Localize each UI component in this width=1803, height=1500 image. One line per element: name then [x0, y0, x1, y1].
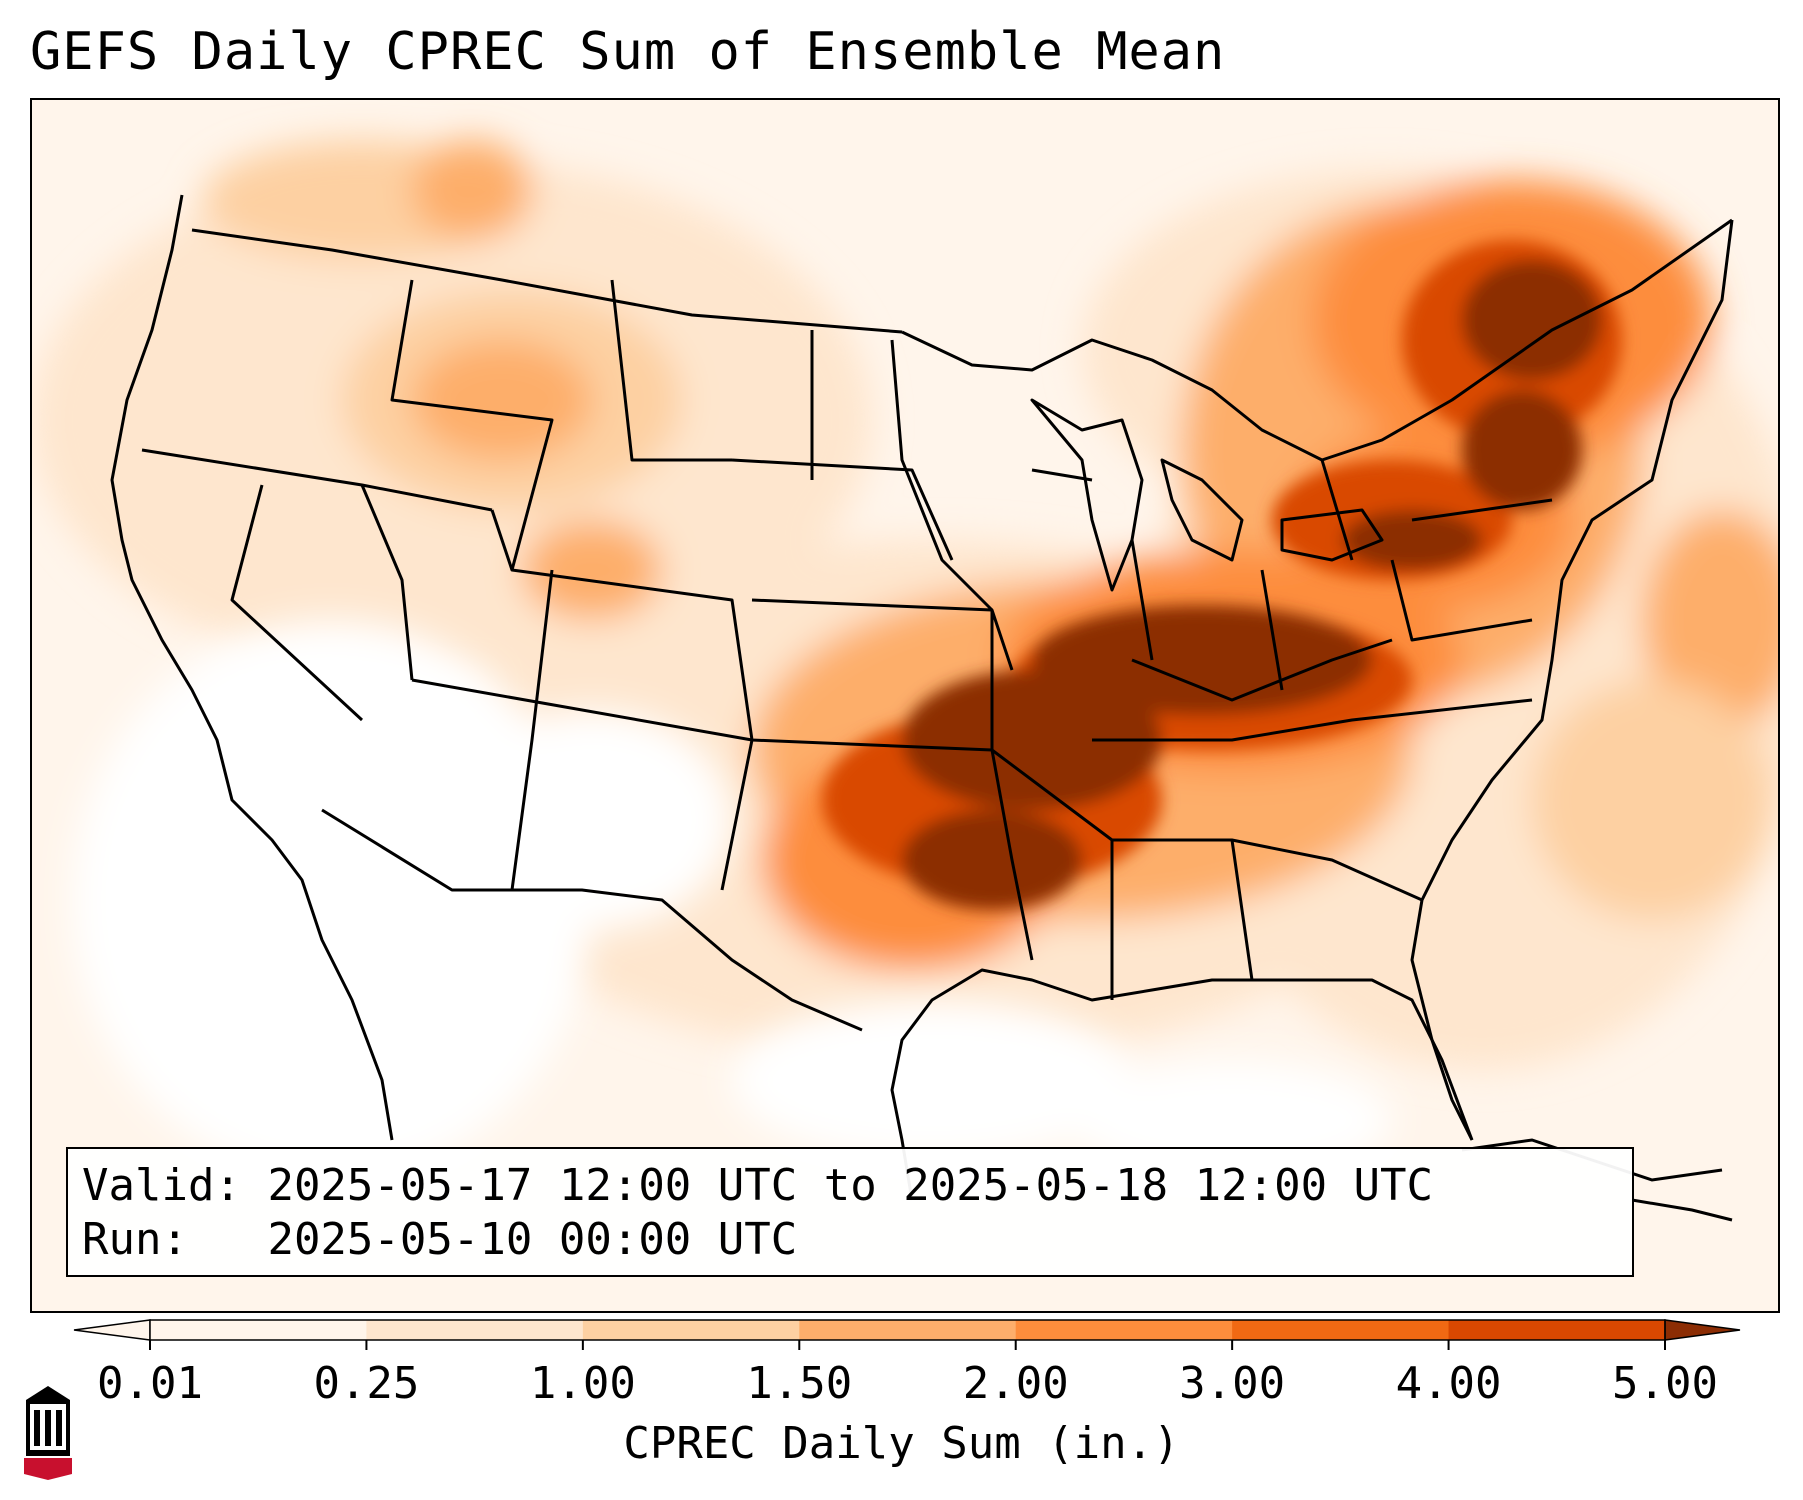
colorbar-tick-label: 1.50 — [746, 1358, 853, 1409]
map-title: GEFS Daily CPREC Sum of Ensemble Mean — [30, 22, 1226, 82]
colorbar-tick-label: 0.25 — [313, 1358, 420, 1409]
colorbar-segment — [1015, 1320, 1233, 1340]
valid-run-info: Valid: 2025-05-17 12:00 UTC to 2025-05-1… — [66, 1147, 1634, 1277]
colorbar-tick-label: 5.00 — [1612, 1358, 1718, 1409]
colorbar-title: CPREC Daily Sum (in.) — [623, 1418, 1180, 1469]
colorbar-segment — [150, 1320, 367, 1340]
colorbar-segment — [799, 1320, 1017, 1340]
precip-map-canvas — [32, 100, 1778, 1311]
run-label: Run: — [82, 1214, 188, 1265]
colorbar-segment — [582, 1320, 800, 1340]
colorbar-tick-label: 4.00 — [1395, 1358, 1502, 1409]
valid-time: 2025-05-17 12:00 UTC to 2025-05-18 12:00… — [267, 1160, 1434, 1211]
colorbar-tick-label: 0.01 — [97, 1358, 203, 1409]
colorbar-border — [149, 1319, 1666, 1341]
coastlines-and-borders — [110, 194, 1734, 1201]
colorbar-segment — [1448, 1320, 1666, 1340]
colorbar-segment — [1232, 1320, 1450, 1340]
dry-region — [72, 620, 1392, 1180]
precip-field — [32, 140, 1778, 1070]
niu-logo-graphic — [24, 1386, 72, 1480]
precip-core — [822, 240, 1622, 910]
colorbar-extend-high — [1664, 1319, 1741, 1341]
run-time: 2025-05-10 00:00 UTC — [267, 1214, 798, 1265]
niu-logo — [20, 1384, 76, 1480]
colorbar-extend-low — [73, 1319, 151, 1341]
colorbar-segment — [366, 1320, 584, 1340]
valid-label: Valid: — [82, 1160, 241, 1211]
colorbar-tick-label: 3.00 — [1179, 1358, 1286, 1409]
colorbar-tick-label: 1.00 — [529, 1358, 636, 1409]
colorbar-tick-label: 2.00 — [962, 1358, 1069, 1409]
precip-map — [30, 98, 1780, 1313]
colorbar — [73, 1319, 1741, 1350]
